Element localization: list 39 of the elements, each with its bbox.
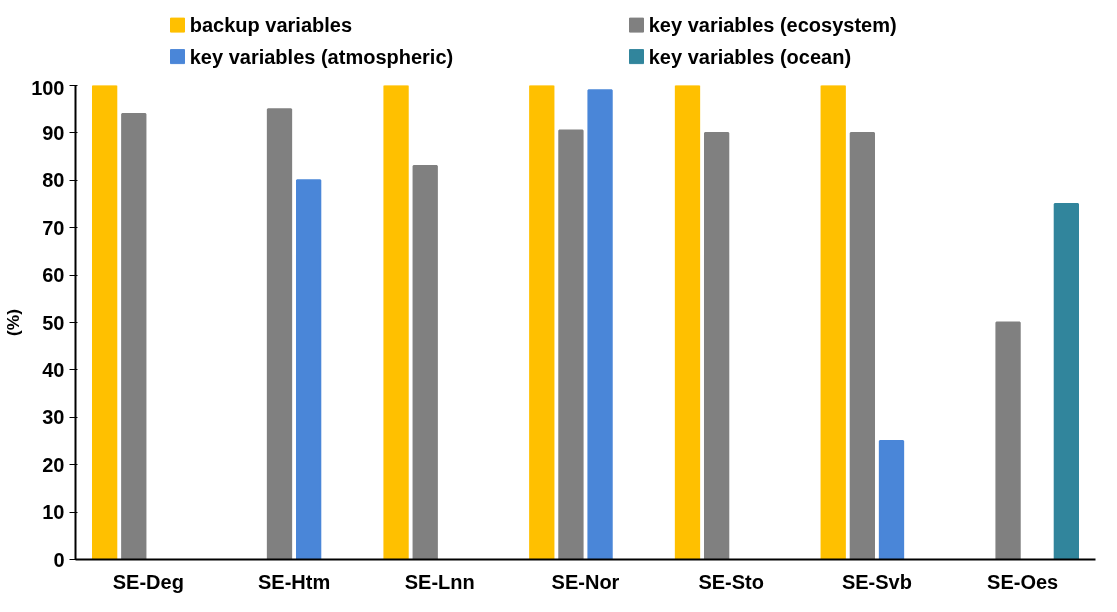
bar [266, 108, 293, 560]
bar [91, 85, 118, 560]
bar [412, 165, 438, 560]
legend-label: key variables (ecosystem) [648, 14, 897, 37]
bar [674, 85, 701, 560]
x-tick-label: SE-Deg [112, 570, 184, 593]
bar [529, 85, 555, 560]
legend-label: key variables (atmospheric) [189, 45, 454, 68]
x-tick-label: SE-Svb [841, 570, 912, 593]
x-tick-label: SE-Lnn [404, 570, 475, 593]
bar [558, 129, 584, 560]
y-axis-title: (%) [3, 309, 24, 336]
bar [820, 85, 846, 560]
bar [587, 89, 613, 560]
bar [849, 131, 876, 560]
bar [878, 440, 905, 560]
x-tick-label: SE-Oes [987, 570, 1059, 593]
y-tick-label: 80 [42, 169, 65, 192]
x-tick-label: SE-Sto [698, 570, 764, 593]
y-tick-label: 40 [42, 358, 65, 381]
x-tick-label: SE-Htm [257, 570, 331, 593]
bar [383, 85, 409, 560]
y-tick-label: 70 [42, 216, 65, 239]
bar [995, 321, 1021, 560]
y-tick-label: 90 [42, 121, 65, 144]
bar [703, 131, 730, 560]
legend-label: backup variables [189, 14, 353, 37]
y-tick-label: 20 [42, 453, 65, 476]
legend-label: key variables (ocean) [648, 45, 852, 68]
y-tick-label: 50 [42, 311, 65, 334]
x-tick-label: SE-Nor [551, 570, 620, 593]
y-tick-label: 0 [53, 548, 65, 571]
y-tick-label: 10 [42, 501, 65, 524]
bar [1053, 203, 1080, 560]
bar [121, 112, 147, 560]
y-tick-label: 100 [31, 76, 65, 99]
bar [295, 179, 322, 560]
y-tick-label: 30 [42, 406, 65, 429]
y-tick-label: 60 [42, 264, 65, 287]
